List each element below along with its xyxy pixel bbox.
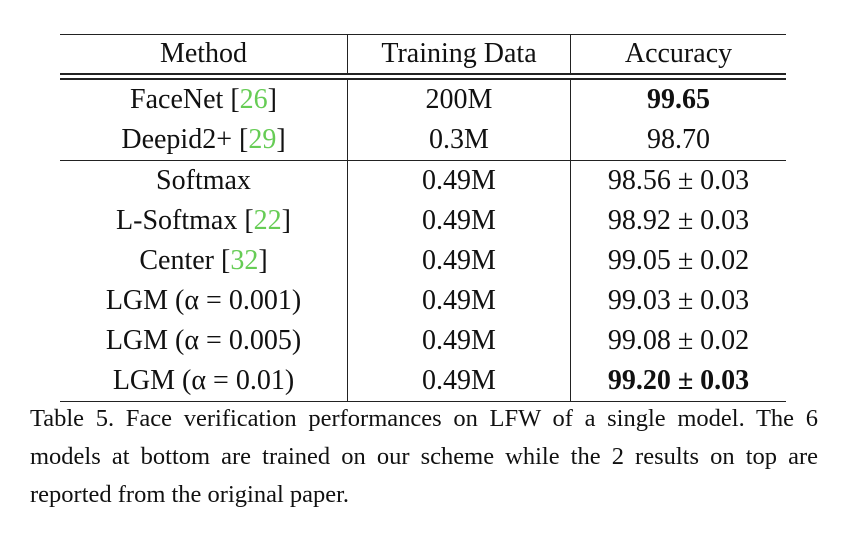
method-cell: Softmax	[60, 160, 348, 201]
accuracy-cell: 99.65	[647, 84, 710, 115]
table-row: Deepid2+ [29] 0.3M 98.70	[60, 120, 786, 161]
table-head: Method Training Data Accuracy	[60, 34, 786, 77]
column-header: Method	[60, 34, 348, 77]
training-data-cell: 0.3M	[347, 120, 571, 161]
table-row: LGM (α = 0.001) 0.49M 99.03 ± 0.03	[60, 281, 786, 321]
method-cell: LGM (α = 0.005)	[60, 321, 348, 361]
table-row: FaceNet [26] 200M 99.65	[60, 76, 786, 120]
accuracy-cell: 98.56 ± 0.03	[607, 165, 750, 196]
training-data-cell: 200M	[347, 76, 571, 120]
table-row: LGM (α = 0.01) 0.49M 99.20 ± 0.03	[60, 361, 786, 402]
accuracy-cell: 98.92 ± 0.03	[607, 205, 750, 236]
method-cell: Deepid2+ [29]	[60, 120, 348, 161]
header-row: Method Training Data Accuracy	[60, 34, 786, 77]
column-header: Accuracy	[624, 38, 733, 69]
table-row: LGM (α = 0.005) 0.49M 99.08 ± 0.02	[60, 321, 786, 361]
training-data-cell: 0.49M	[347, 321, 571, 361]
results-table: Method Training Data Accuracy FaceNet [26]…	[60, 34, 786, 402]
training-data-cell: 0.49M	[347, 241, 571, 281]
method-cell: L-Softmax [22]	[60, 201, 348, 241]
method-cell: LGM (α = 0.01)	[60, 361, 348, 402]
training-data-cell: 0.49M	[347, 281, 571, 321]
accuracy-cell: 99.03 ± 0.03	[607, 285, 750, 316]
citation: 32	[230, 245, 259, 276]
column-header: Training Data	[347, 34, 571, 77]
training-data-cell: 0.49M	[347, 201, 571, 241]
training-data-cell: 0.49M	[347, 361, 571, 402]
table-body: FaceNet [26] 200M 99.65 Deepid2+ [29] 0.3M 98…	[60, 76, 786, 402]
accuracy-cell: 99.20 ± 0.03	[607, 365, 750, 396]
table-row: Softmax 0.49M 98.56 ± 0.03	[60, 160, 786, 201]
method-cell: Center [32]	[60, 241, 348, 281]
training-data-cell: 0.49M	[347, 160, 571, 201]
accuracy-cell: 99.05 ± 0.02	[607, 245, 750, 276]
citation: 22	[253, 205, 282, 236]
accuracy-cell: 98.70	[647, 124, 710, 155]
method-cell: FaceNet [26]	[60, 76, 348, 120]
citation: 29	[248, 124, 277, 155]
method-cell: LGM (α = 0.001)	[60, 281, 348, 321]
table-row: L-Softmax [22] 0.49M 98.92 ± 0.03	[60, 201, 786, 241]
caption: Table 5. Face verification performances …	[30, 405, 818, 508]
table-row: Center [32] 0.49M 99.05 ± 0.02	[60, 241, 786, 281]
citation: 26	[239, 84, 268, 115]
accuracy-cell: 99.08 ± 0.02	[607, 325, 750, 356]
